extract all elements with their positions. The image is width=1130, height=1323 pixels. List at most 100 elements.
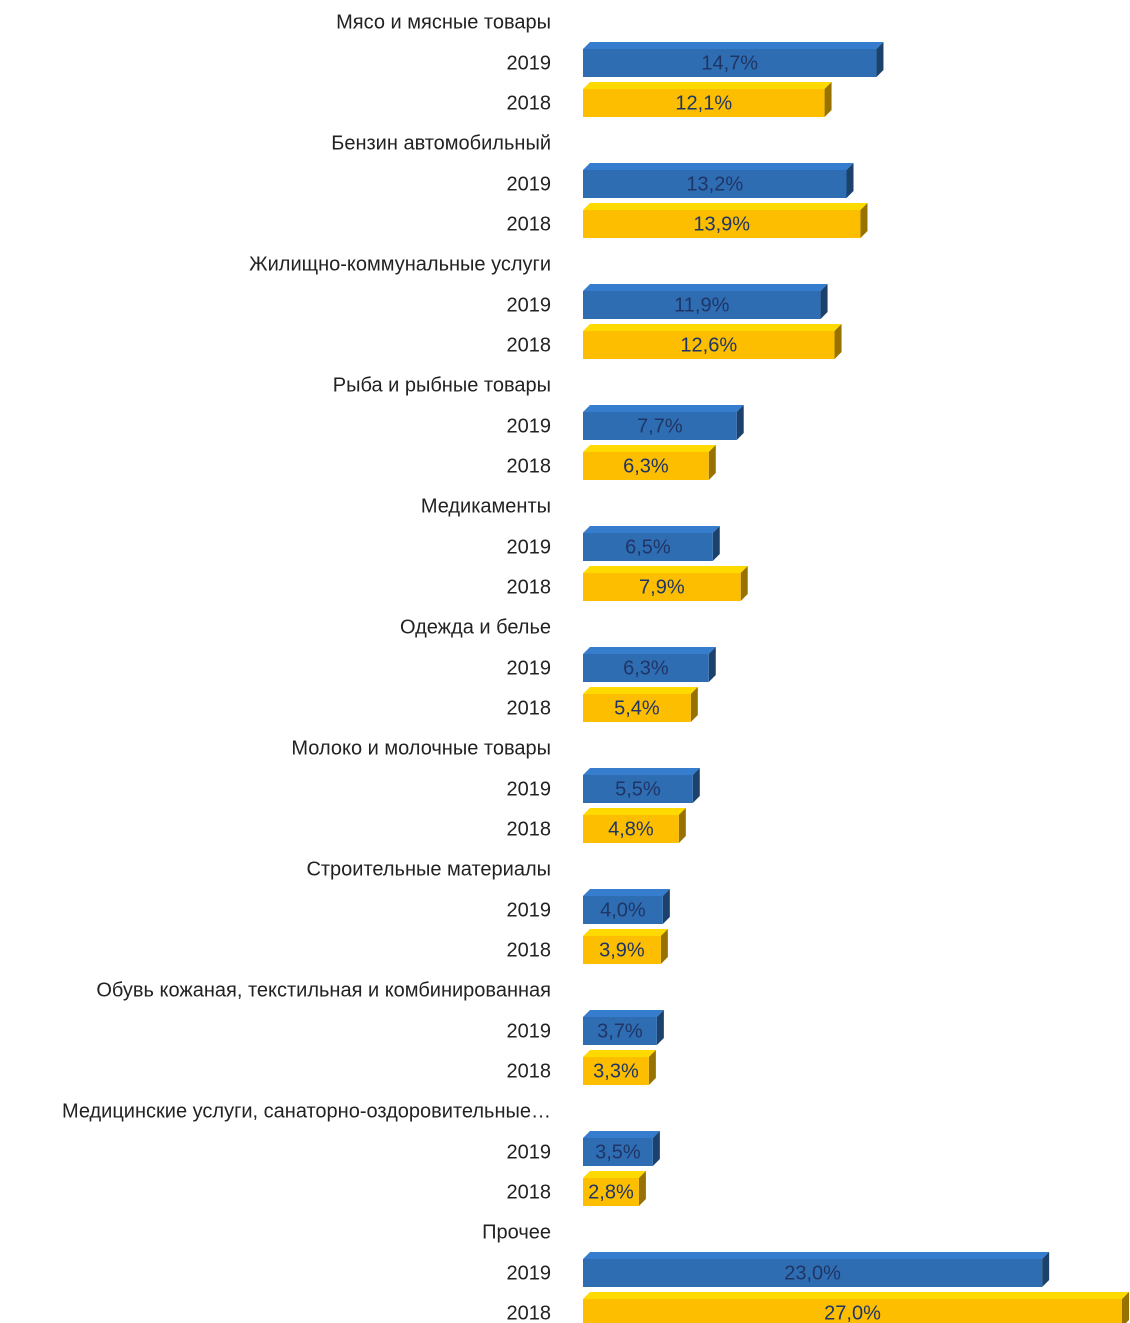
- bar-top: [583, 768, 700, 775]
- series-label: 2018: [507, 1060, 552, 1082]
- bar: [583, 331, 835, 359]
- value-label: 3,7%: [597, 1020, 643, 1042]
- category-label: Одежда и белье: [400, 616, 551, 638]
- series-label: 2019: [507, 1262, 552, 1284]
- bar: [583, 1259, 1043, 1287]
- bar-group: [583, 1050, 656, 1085]
- series-label: 2018: [507, 1181, 552, 1203]
- bar-group: [583, 82, 832, 117]
- bar-top: [583, 405, 744, 412]
- bar-group: [583, 284, 828, 319]
- value-label: 5,4%: [614, 697, 660, 719]
- category-label: Молоко и молочные товары: [291, 737, 551, 759]
- bar-side: [692, 768, 700, 803]
- bar-group: [583, 929, 668, 964]
- bar-top: [583, 324, 842, 331]
- bar-group: [583, 42, 884, 77]
- series-label: 2018: [507, 818, 552, 840]
- category-label: Бензин автомобильный: [331, 132, 551, 154]
- bar: [583, 533, 713, 561]
- category-label: Медицинские услуги, санаторно-оздоровите…: [62, 1100, 551, 1122]
- bar-top: [583, 1171, 646, 1178]
- bar-side: [652, 1131, 660, 1166]
- bar: [583, 1017, 657, 1045]
- bar-top: [583, 566, 748, 573]
- bar-top: [583, 445, 716, 452]
- value-label: 7,7%: [637, 415, 683, 437]
- bar: [583, 815, 679, 843]
- series-label: 2019: [507, 173, 552, 195]
- value-label: 4,8%: [608, 818, 654, 840]
- series-label: 2018: [507, 334, 552, 356]
- bar-side: [820, 284, 828, 319]
- value-label: 12,6%: [680, 334, 737, 356]
- bar-side: [638, 1171, 646, 1206]
- bar-group: [583, 163, 854, 198]
- bar-side: [860, 203, 868, 238]
- bar: [583, 1299, 1122, 1323]
- bar: [583, 936, 661, 964]
- value-label: 6,3%: [623, 657, 669, 679]
- bar-group: [583, 1292, 1129, 1323]
- bar-top: [583, 284, 828, 291]
- value-label: 3,5%: [595, 1141, 641, 1163]
- bar-side: [662, 889, 670, 924]
- bar-side: [648, 1050, 656, 1085]
- series-label: 2019: [507, 778, 552, 800]
- bar: [583, 1138, 653, 1166]
- value-label: 12,1%: [675, 92, 732, 114]
- bar: [583, 412, 737, 440]
- value-label: 11,9%: [674, 294, 729, 316]
- bar-group: [583, 1252, 1050, 1287]
- bar: [583, 291, 821, 319]
- value-label: 4,0%: [600, 899, 646, 921]
- bar-top: [583, 1010, 664, 1017]
- bar-top: [583, 808, 686, 815]
- value-label: 23,0%: [784, 1262, 841, 1284]
- series-label: 2019: [507, 536, 552, 558]
- series-label: 2019: [507, 294, 552, 316]
- bar-side: [834, 324, 842, 359]
- bar-side: [876, 42, 884, 77]
- bar-group: [583, 808, 686, 843]
- value-label: 6,3%: [623, 455, 669, 477]
- bar-side: [846, 163, 854, 198]
- value-label: 7,9%: [639, 576, 685, 598]
- bar: [583, 210, 861, 238]
- bar: [583, 49, 877, 77]
- bar-group: [583, 889, 670, 924]
- bar-side: [712, 526, 720, 561]
- category-label: Рыба и рыбные товары: [333, 374, 551, 396]
- bar-group: [583, 445, 716, 480]
- bar-side: [1122, 1292, 1129, 1323]
- bar-side: [708, 647, 716, 682]
- bar: [583, 452, 709, 480]
- bar: [583, 573, 741, 601]
- bar-group: [583, 1171, 646, 1206]
- bar-side: [656, 1010, 664, 1045]
- bar-top: [583, 42, 884, 49]
- bar-side: [740, 566, 748, 601]
- bar-side: [708, 445, 716, 480]
- value-label: 27,0%: [824, 1302, 881, 1323]
- bar-group: [583, 1010, 664, 1045]
- series-label: 2019: [507, 1020, 552, 1042]
- category-label: Мясо и мясные товары: [336, 11, 551, 33]
- bar-top: [583, 889, 670, 896]
- series-label: 2019: [507, 899, 552, 921]
- bar-side: [690, 687, 698, 722]
- bar-group: [583, 566, 748, 601]
- value-label: 13,9%: [693, 213, 750, 235]
- bar-top: [583, 203, 868, 210]
- bar-top: [583, 1050, 656, 1057]
- bar-group: [583, 324, 842, 359]
- bar-group: [583, 203, 868, 238]
- bar: [583, 654, 709, 682]
- bar: [583, 896, 663, 924]
- bar-top: [583, 163, 854, 170]
- bar: [583, 1178, 639, 1206]
- category-label: Обувь кожаная, текстильная и комбинирова…: [96, 979, 551, 1001]
- bar-top: [583, 929, 668, 936]
- series-label: 2019: [507, 657, 552, 679]
